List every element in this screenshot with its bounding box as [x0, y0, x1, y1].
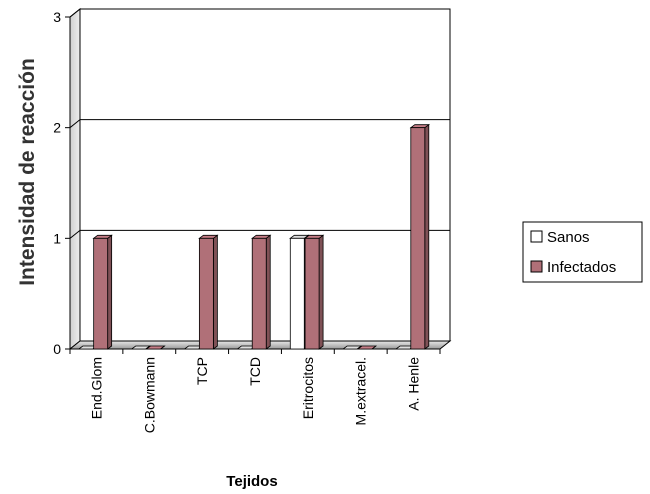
- bar-infectados-4: [303, 234, 325, 350]
- bar-infectados-0: [92, 234, 113, 350]
- gridlines: [69, 8, 450, 239]
- x-tick-label: TCP: [194, 357, 210, 385]
- x-tick-label: M.extracel.: [353, 357, 369, 425]
- plot-side-wall: [69, 7, 81, 351]
- legend-label-sanos: Sanos: [547, 229, 590, 246]
- bar-infectados-3: [251, 234, 272, 350]
- bar-infectados-5: [356, 345, 378, 350]
- legend-swatch-sanos: [530, 230, 543, 243]
- bars: [77, 123, 430, 350]
- gridline-side: [69, 119, 81, 129]
- x-tick-label: C.Bowmann: [141, 357, 157, 433]
- legend-label-infectados: Infectados: [547, 259, 616, 276]
- y-tick-label: 3: [53, 9, 61, 25]
- x-axis-label: Tejidos: [226, 473, 277, 490]
- legend-box: [522, 221, 643, 283]
- bar-sanos-5: [341, 345, 363, 350]
- y-tick-label: 2: [53, 120, 61, 136]
- legend: Sanos Infectados: [522, 221, 643, 283]
- bar-sanos-1: [130, 345, 151, 350]
- y-tick-label: 0: [53, 341, 61, 357]
- bar-infectados-6: [409, 123, 430, 350]
- legend-swatch-infectados: [530, 260, 543, 273]
- y-axis-label: Intensidad de reacción: [16, 58, 39, 286]
- gridline-side: [69, 8, 81, 18]
- bar-infectados-2: [198, 234, 219, 350]
- gridline-side: [69, 229, 81, 239]
- bar-infectados-1: [145, 345, 166, 350]
- x-tick-label: Eritrocitos: [300, 357, 316, 419]
- x-tick-label: A. Henle: [406, 357, 422, 411]
- x-axis-ticks: End.Glom C.Bowmann TCP TCD Eritrocitos M.extr…: [69, 349, 441, 433]
- y-tick-label: 1: [53, 230, 61, 246]
- y-axis-ticks: 0 1 2 3: [53, 9, 70, 357]
- x-tick-label: End.Glom: [88, 357, 104, 419]
- x-tick-label: TCD: [247, 357, 263, 386]
